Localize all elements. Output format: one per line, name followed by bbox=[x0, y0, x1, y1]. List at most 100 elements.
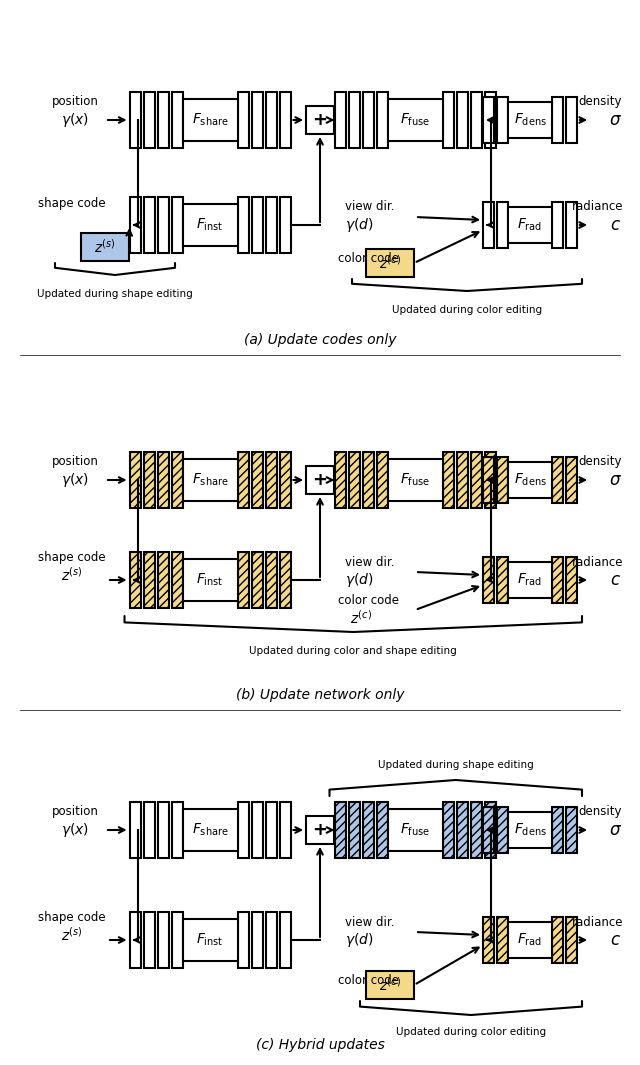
Bar bbox=[566, 202, 577, 248]
Text: $F_{\mathsf{inst}}$: $F_{\mathsf{inst}}$ bbox=[196, 932, 224, 948]
Text: $z^{(s)}$: $z^{(s)}$ bbox=[94, 239, 116, 256]
Text: $c$: $c$ bbox=[609, 931, 620, 949]
Bar bbox=[143, 552, 154, 608]
Bar bbox=[182, 809, 237, 851]
Text: Updated during color and shape editing: Updated during color and shape editing bbox=[250, 646, 457, 656]
Text: $F_{\mathsf{inst}}$: $F_{\mathsf{inst}}$ bbox=[196, 217, 224, 233]
Bar bbox=[442, 92, 454, 148]
Bar bbox=[456, 452, 467, 508]
Bar bbox=[484, 92, 495, 148]
Text: radiance: radiance bbox=[572, 916, 624, 929]
Bar bbox=[362, 802, 374, 858]
Text: $F_{\mathsf{fuse}}$: $F_{\mathsf{fuse}}$ bbox=[400, 112, 430, 128]
Text: (a) Update codes only: (a) Update codes only bbox=[244, 333, 396, 347]
Text: $z^{(c)}$: $z^{(c)}$ bbox=[379, 976, 401, 994]
Text: $F_{\mathsf{share}}$: $F_{\mathsf{share}}$ bbox=[191, 472, 228, 488]
Bar bbox=[252, 197, 262, 253]
Bar bbox=[280, 912, 291, 968]
Bar bbox=[483, 97, 494, 143]
Bar bbox=[237, 802, 248, 858]
Text: $F_{\mathsf{rad}}$: $F_{\mathsf{rad}}$ bbox=[517, 217, 543, 233]
Bar bbox=[552, 807, 563, 853]
Text: $F_{\mathsf{fuse}}$: $F_{\mathsf{fuse}}$ bbox=[400, 822, 430, 838]
Text: shape code: shape code bbox=[38, 912, 106, 924]
Text: color code: color code bbox=[338, 593, 399, 606]
Bar bbox=[442, 452, 454, 508]
Text: +: + bbox=[312, 471, 328, 489]
Bar bbox=[237, 197, 248, 253]
Text: shape code: shape code bbox=[38, 197, 106, 210]
Bar bbox=[456, 802, 467, 858]
Bar bbox=[456, 92, 467, 148]
Bar bbox=[306, 816, 334, 843]
Bar bbox=[484, 452, 495, 508]
Text: Updated during shape editing: Updated during shape editing bbox=[37, 289, 193, 299]
Bar bbox=[143, 197, 154, 253]
Text: view dir.: view dir. bbox=[345, 916, 394, 929]
Bar bbox=[172, 197, 182, 253]
Bar bbox=[335, 802, 346, 858]
Bar bbox=[497, 457, 508, 503]
Bar bbox=[182, 919, 237, 961]
Bar bbox=[306, 466, 334, 494]
Bar bbox=[362, 452, 374, 508]
Text: density: density bbox=[579, 456, 621, 469]
Bar bbox=[306, 106, 334, 134]
Text: (c) Hybrid updates: (c) Hybrid updates bbox=[255, 1038, 385, 1052]
Text: position: position bbox=[52, 96, 99, 109]
Text: Updated during color editing: Updated during color editing bbox=[392, 305, 542, 315]
Bar bbox=[252, 912, 262, 968]
Text: radiance: radiance bbox=[572, 556, 624, 569]
Bar bbox=[237, 552, 248, 608]
Bar bbox=[508, 207, 552, 243]
Text: density: density bbox=[579, 805, 621, 819]
Text: $z^{(s)}$: $z^{(s)}$ bbox=[61, 927, 83, 944]
Bar bbox=[266, 802, 276, 858]
Bar bbox=[129, 552, 141, 608]
Text: $\sigma$: $\sigma$ bbox=[609, 821, 621, 839]
Text: $c$: $c$ bbox=[609, 571, 620, 589]
Bar bbox=[129, 802, 141, 858]
Bar bbox=[387, 459, 442, 501]
Bar bbox=[483, 557, 494, 603]
Bar bbox=[266, 912, 276, 968]
Bar bbox=[349, 452, 360, 508]
Text: $\gamma(d)$: $\gamma(d)$ bbox=[345, 216, 374, 234]
Text: radiance: radiance bbox=[572, 200, 624, 213]
Bar bbox=[266, 92, 276, 148]
Bar bbox=[143, 452, 154, 508]
Text: view dir.: view dir. bbox=[345, 556, 394, 569]
Bar bbox=[566, 807, 577, 853]
Bar bbox=[362, 92, 374, 148]
Bar bbox=[81, 233, 129, 261]
Bar bbox=[157, 197, 168, 253]
Text: $F_{\mathsf{share}}$: $F_{\mathsf{share}}$ bbox=[191, 112, 228, 128]
Bar bbox=[483, 202, 494, 248]
Bar bbox=[252, 552, 262, 608]
Bar bbox=[237, 452, 248, 508]
Bar bbox=[508, 922, 552, 958]
Bar bbox=[566, 557, 577, 603]
Text: $c$: $c$ bbox=[609, 216, 620, 234]
Text: view dir.: view dir. bbox=[345, 200, 394, 213]
Text: $\gamma(x)$: $\gamma(x)$ bbox=[61, 111, 89, 129]
Text: $F_{\mathsf{rad}}$: $F_{\mathsf{rad}}$ bbox=[517, 572, 543, 588]
Bar bbox=[157, 92, 168, 148]
Text: $\gamma(x)$: $\gamma(x)$ bbox=[61, 821, 89, 839]
Bar bbox=[497, 807, 508, 853]
Bar bbox=[157, 912, 168, 968]
Text: $\gamma(x)$: $\gamma(x)$ bbox=[61, 471, 89, 489]
Bar bbox=[266, 197, 276, 253]
Bar bbox=[508, 562, 552, 599]
Bar bbox=[182, 559, 237, 601]
Bar bbox=[143, 802, 154, 858]
Bar bbox=[484, 802, 495, 858]
Text: $\gamma(d)$: $\gamma(d)$ bbox=[345, 931, 374, 949]
Bar bbox=[508, 812, 552, 848]
Bar bbox=[470, 802, 481, 858]
Bar bbox=[280, 92, 291, 148]
Text: +: + bbox=[312, 821, 328, 839]
Bar bbox=[266, 552, 276, 608]
Bar bbox=[483, 457, 494, 503]
Bar bbox=[442, 802, 454, 858]
